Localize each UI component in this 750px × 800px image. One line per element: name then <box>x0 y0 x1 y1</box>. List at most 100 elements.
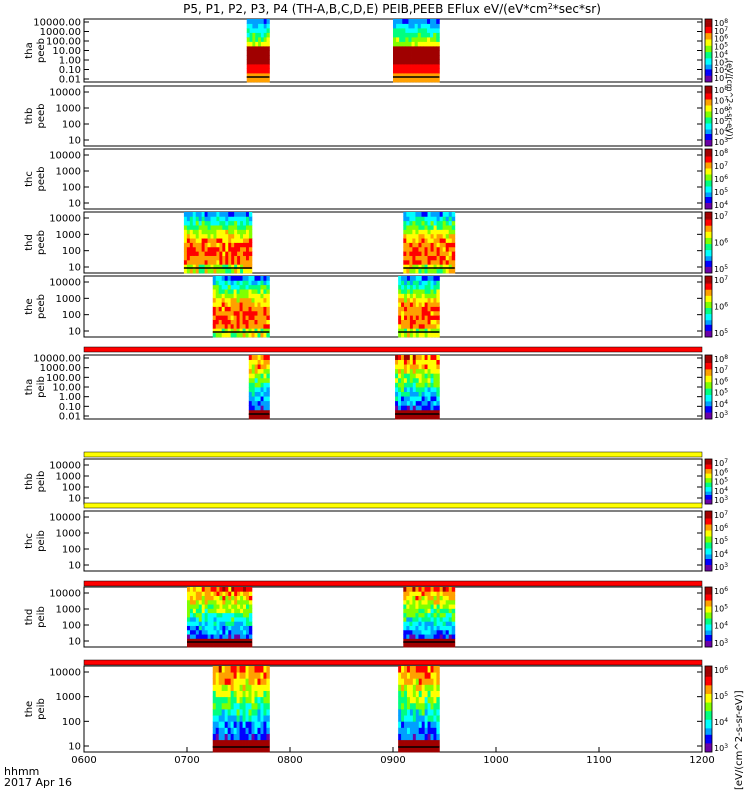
panel-product-label: peeb <box>36 230 47 255</box>
colorbar-tick-label: 107 <box>714 458 728 469</box>
y-tick-label: 10 <box>68 742 81 753</box>
panel-product-label: peib <box>36 471 47 493</box>
y-tick-label: 10 <box>68 561 81 572</box>
colorbar-tick-label: 101 <box>714 73 728 84</box>
panel-product-label: peeb <box>36 104 47 129</box>
colorbar-tick-label: 107 <box>714 25 728 36</box>
y-tick-label: 100 <box>62 310 81 321</box>
y-tick-label: 10 <box>68 494 81 505</box>
colorbar-tick-label: 102 <box>714 65 728 76</box>
panel-probe-label: thb <box>24 108 35 125</box>
x-axis: 0600 0700 0800 0900 1000 1100 1200 <box>71 747 715 766</box>
colorbar-tick-label: 103 <box>714 743 728 754</box>
spectrogram-interval <box>395 355 440 420</box>
colorbar-tick-label: 105 <box>714 691 728 702</box>
colorbar-tick-label: 103 <box>714 638 728 649</box>
panel-probe-label: tha <box>24 42 35 58</box>
spectrogram-interval <box>398 666 440 753</box>
colorbar-tick-label: 105 <box>714 116 728 127</box>
x-axis-label-time: hhmm <box>4 765 39 778</box>
y-tick-label: 10 <box>68 637 81 648</box>
y-tick-label: 0.10 <box>59 402 81 413</box>
quality-flag-strip <box>83 346 703 353</box>
panel-frame <box>83 85 703 147</box>
spectrogram-interval <box>398 276 440 338</box>
colorbar-side-text: (eV/(cm^2-s-sr-eV)) <box>725 60 734 140</box>
y-tick-label: 1000 <box>56 104 81 115</box>
panel-thd-peeb: 10000 1000 100 10 thd peeb 107 106 105 <box>24 211 728 275</box>
panel-frame <box>83 211 703 274</box>
colorbar-tick-label: 104 <box>714 620 728 631</box>
y-tick-label: 10000 <box>49 151 81 162</box>
colorbar-tick-label: 105 <box>714 476 728 487</box>
y-tick-label: 10000 <box>49 668 81 679</box>
y-tick-label: 1.00 <box>59 392 81 403</box>
spectrogram-interval <box>212 666 270 753</box>
panel-product-label: peeb <box>36 38 47 63</box>
y-tick-label: 10000 <box>49 513 81 524</box>
y-tick-label: 10.00 <box>52 46 81 57</box>
x-tick-label: 1000 <box>483 755 508 766</box>
y-tick-label: 10 <box>68 263 81 274</box>
panel-the-peeb: 10000 1000 100 10 the peeb 107 106 105 <box>24 275 728 339</box>
y-tick-label: 1000 <box>56 230 81 241</box>
colorbar-tick-label: 105 <box>714 387 728 398</box>
colorbar-tick-label: 105 <box>714 603 728 614</box>
colorbar-tick-label: 106 <box>714 301 728 312</box>
spectrogram-interval <box>403 587 456 648</box>
colorbar: 106 105 104 103 <box>704 586 728 649</box>
colorbar-tick-label: 106 <box>714 33 728 44</box>
y-tick-label: 10 <box>68 199 81 210</box>
panel-probe-label: the <box>24 701 35 717</box>
colorbar-tick-label: 107 <box>714 365 728 376</box>
colorbar-tick-label: 108 <box>714 354 728 365</box>
y-tick-label: 10.00 <box>52 383 81 394</box>
y-tick-label: 10000.00 <box>33 18 81 29</box>
y-tick-label: 100 <box>62 483 81 494</box>
y-tick-label: 100.00 <box>46 37 81 48</box>
spectrogram-interval <box>403 212 456 274</box>
colorbar-units-label: [eV/(cm^2-s-sr-eV)] <box>734 690 745 790</box>
panel-the-peib: 10000 1000 100 10 the peib 106 105 104 103 <box>24 665 728 754</box>
colorbar: 108 107 106 105 104 <box>704 148 728 211</box>
spectrogram-interval <box>187 587 253 648</box>
colorbar-tick-label: 107 <box>714 161 728 172</box>
panel-frame <box>83 665 703 753</box>
colorbar-tick-label: 106 <box>714 174 728 185</box>
colorbar-tick-label: 103 <box>714 137 728 148</box>
y-tick-label: 0.10 <box>59 65 81 76</box>
colorbar: 107 106 105 <box>704 275 728 339</box>
panel-product-label: peib <box>36 530 47 552</box>
spectrogram-interval <box>246 19 270 83</box>
colorbar-tick-label: 103 <box>714 562 728 573</box>
panel-probe-label: thb <box>24 473 35 490</box>
colorbar-tick-label: 103 <box>714 57 728 68</box>
quality-flag-strip <box>83 659 703 666</box>
panels: 10000.001000.00100.0010.001.000.100.01th… <box>24 18 728 754</box>
y-tick-label: 10000 <box>49 461 81 472</box>
colorbar-tick-label: 104 <box>714 717 728 728</box>
y-tick-label: 10000 <box>49 214 81 225</box>
colorbar-tick-label: 105 <box>714 328 728 339</box>
colorbar-tick-label: 104 <box>714 549 728 560</box>
colorbar-tick-label: 104 <box>714 200 728 211</box>
panel-frame <box>83 510 703 572</box>
y-tick-label: 10 <box>68 327 81 338</box>
colorbar: 107 106 105 <box>704 211 728 274</box>
panel-frame <box>83 354 703 420</box>
colorbar-tick-label: 108 <box>714 85 728 96</box>
y-tick-label: 10000 <box>49 589 81 600</box>
y-tick-label: 1000.00 <box>40 27 81 38</box>
x-axis-label-date: 2017 Apr 16 <box>4 776 72 789</box>
title-superscript: 2 <box>548 2 553 11</box>
quality-flag-strip <box>83 580 703 587</box>
spectrogram-interval <box>248 355 270 420</box>
colorbar-tick-label: 106 <box>714 105 728 116</box>
